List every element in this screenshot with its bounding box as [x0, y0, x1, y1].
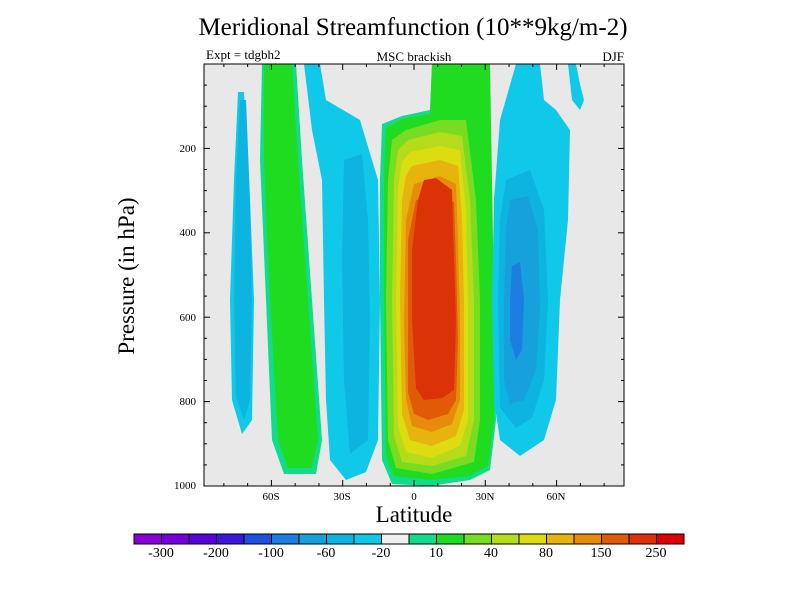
- colorbar-label: 250: [645, 546, 667, 561]
- colorbar-box: [326, 533, 355, 545]
- run-label: MSC brackish: [376, 49, 452, 64]
- colorbar-label: 80: [539, 546, 553, 561]
- experiment-label: Expt = tdgbh2: [206, 47, 281, 62]
- colorbar-box: [546, 533, 575, 545]
- y-tick-label: 1000: [174, 480, 196, 492]
- chart-title: Meridional Streamfunction (10**9kg/m-2): [198, 14, 628, 41]
- tick-marks: [204, 63, 624, 487]
- colorbar-box: [271, 533, 300, 545]
- contour-np-20: [568, 64, 584, 110]
- colorbar-label: -200: [203, 546, 229, 561]
- colorbar-box: [381, 533, 410, 545]
- colorbar-box: [353, 533, 382, 545]
- colorbar-label: 150: [590, 546, 612, 561]
- x-tick-label: 60S: [262, 491, 280, 503]
- contour-sp-40: [264, 64, 318, 468]
- contour-sf-40: [342, 154, 370, 454]
- colorbar-label: -300: [148, 546, 174, 561]
- streamfunction-field: [230, 64, 584, 486]
- colorbar-box: [601, 533, 630, 545]
- colorbar-box: [298, 533, 327, 545]
- colorbar-box: [573, 533, 602, 545]
- y-tick-label: 600: [179, 312, 197, 324]
- colorbar-box: [243, 533, 272, 545]
- colorbar-label: -60: [316, 546, 336, 561]
- x-tick-label: 30N: [475, 491, 495, 503]
- colorbar-box: [408, 533, 437, 545]
- colorbar-box: [436, 533, 465, 545]
- colorbar-box: [188, 533, 217, 545]
- y-tick-label: 200: [179, 143, 197, 155]
- season-label: DJF: [602, 49, 624, 64]
- contour-ss-40: [234, 100, 252, 420]
- colorbar-label: -20: [371, 546, 391, 561]
- colorbar-box: [161, 533, 190, 545]
- colorbar-label: 10: [429, 546, 443, 561]
- colorbar-label: -100: [258, 546, 284, 561]
- colorbar-box: [216, 533, 245, 545]
- x-tick-label: 60N: [546, 491, 566, 503]
- colorbar-box: [463, 533, 492, 545]
- x-tick-label: 30S: [333, 491, 351, 503]
- colorbar-box: [628, 533, 657, 545]
- colorbar-box: [656, 533, 685, 545]
- colorbar-box: [491, 533, 520, 545]
- colorbar-boxes: [133, 533, 685, 545]
- colorbar-box: [133, 533, 162, 545]
- colorbar-box: [518, 533, 547, 545]
- y-tick-label: 800: [179, 396, 197, 408]
- contour-h-250: [412, 178, 456, 400]
- contour-nf-80: [510, 262, 524, 360]
- x-axis-label: Latitude: [375, 502, 453, 527]
- colorbar-label: 40: [484, 546, 498, 561]
- x-tick-label: 0: [411, 491, 417, 503]
- y-tick-label: 400: [179, 227, 197, 239]
